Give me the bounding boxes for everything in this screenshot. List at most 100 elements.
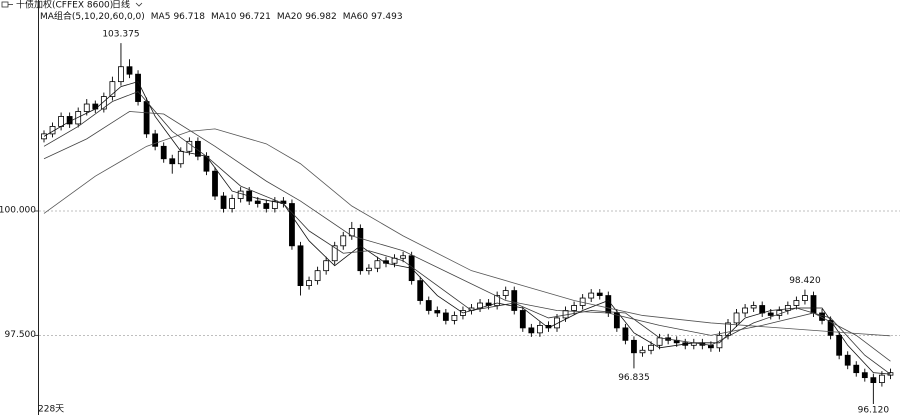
- candle-body: [160, 145, 167, 160]
- candle-body: [194, 140, 201, 157]
- candle-body: [596, 292, 603, 296]
- candle-body: [374, 260, 381, 269]
- candle-body: [263, 203, 270, 209]
- candle-body: [537, 325, 543, 334]
- candle-body: [819, 312, 825, 321]
- ma-legend-name: MA60: [343, 12, 369, 22]
- candle-body: [314, 270, 321, 282]
- candle-body: [759, 305, 766, 314]
- candle-body: [879, 374, 885, 384]
- candle-body: [220, 195, 227, 209]
- candle-body: [92, 103, 99, 110]
- candle-body: [836, 334, 843, 356]
- candle-body: [519, 310, 526, 329]
- candle-body: [83, 103, 90, 112]
- ma-legend-value: 96.721: [239, 12, 271, 22]
- candle-body: [784, 305, 791, 311]
- period-selector[interactable]: 日线: [112, 0, 130, 11]
- y-tick-label: 100.000: [0, 205, 36, 215]
- candle-body: [562, 310, 569, 319]
- candle-body: [425, 300, 432, 311]
- candle-body: [451, 315, 458, 321]
- candle-body: [733, 312, 740, 324]
- candle-body: [297, 245, 304, 287]
- candle-body: [357, 227, 364, 272]
- candle-body: [135, 73, 141, 102]
- ma-line: [43, 128, 891, 337]
- ma-legend-value: 96.718: [173, 12, 205, 22]
- candle-body: [177, 150, 184, 165]
- candle-body: [716, 334, 723, 349]
- price-annotation: 98.420: [789, 276, 821, 286]
- candle-body: [152, 133, 159, 147]
- candle-body: [143, 101, 150, 135]
- day-count: 228天: [38, 405, 64, 415]
- candle-body: [502, 290, 509, 296]
- candle-body: [656, 337, 663, 346]
- candle-body: [554, 317, 560, 329]
- ma-line: [43, 111, 891, 362]
- candle-body: [870, 377, 877, 384]
- candle-body: [750, 305, 757, 309]
- candle-body: [100, 96, 107, 110]
- candle-body: [605, 295, 612, 314]
- candle-body: [212, 170, 218, 197]
- candle-body: [571, 305, 577, 311]
- candle-body: [528, 327, 535, 334]
- candle-body: [810, 295, 817, 314]
- candle-body: [126, 66, 133, 75]
- ma-legend-value: 96.982: [305, 12, 337, 22]
- candle-body: [793, 300, 800, 306]
- candle-body: [400, 255, 407, 259]
- ma-legend-value: 97.493: [371, 12, 403, 22]
- candle-body: [340, 235, 347, 247]
- candle-body: [169, 158, 176, 165]
- candle-body: [442, 312, 449, 321]
- candle-body: [588, 292, 595, 299]
- ma-legend-name: MA20: [277, 12, 303, 22]
- candle-body: [613, 312, 620, 329]
- candle-body: [306, 280, 312, 287]
- candle-body: [254, 200, 261, 204]
- period-dropdown-arrow[interactable]: [135, 2, 143, 7]
- candle-body: [622, 327, 629, 341]
- candle-body: [853, 364, 860, 374]
- candle-body: [237, 190, 244, 199]
- candle-body: [417, 280, 424, 301]
- candle-body: [289, 203, 295, 247]
- price-annotation: 96.120: [858, 406, 890, 415]
- candle-body: [434, 310, 441, 314]
- candle-body: [648, 344, 654, 351]
- instrument-title[interactable]: 十债加权(CFFEX 8600): [16, 0, 113, 11]
- candle-body: [802, 295, 808, 301]
- price-annotation: 103.375: [102, 30, 139, 40]
- candle-body: [186, 140, 193, 152]
- ma-legend-name: MA10: [211, 12, 237, 22]
- candle-body: [331, 245, 338, 262]
- indicator-name: MA组合(5,10,20,60,0,0): [40, 10, 145, 22]
- ma-line: [43, 91, 891, 375]
- ma-line: [43, 81, 891, 375]
- candle-body: [494, 295, 501, 306]
- candle-body: [767, 312, 774, 316]
- price-annotation: 96.835: [618, 373, 650, 383]
- candle-body: [844, 354, 851, 366]
- ma-header: MA组合(5,10,20,60,0,0) MA5 96.718 MA10 96.721 M…: [40, 10, 403, 22]
- candle-body: [118, 66, 124, 83]
- candle-body: [631, 339, 637, 354]
- candle-body: [861, 372, 868, 379]
- candle-body: [365, 267, 372, 272]
- candle-body: [58, 116, 64, 127]
- candle-body: [323, 260, 330, 272]
- candle-body: [109, 81, 116, 97]
- candle-body: [229, 198, 236, 209]
- candle-body: [271, 200, 278, 209]
- candle-body: [742, 307, 748, 314]
- candle-body: [725, 322, 731, 336]
- candle-body: [639, 349, 646, 354]
- candle-body: [511, 290, 518, 311]
- y-tick-label: 97.500: [5, 330, 37, 340]
